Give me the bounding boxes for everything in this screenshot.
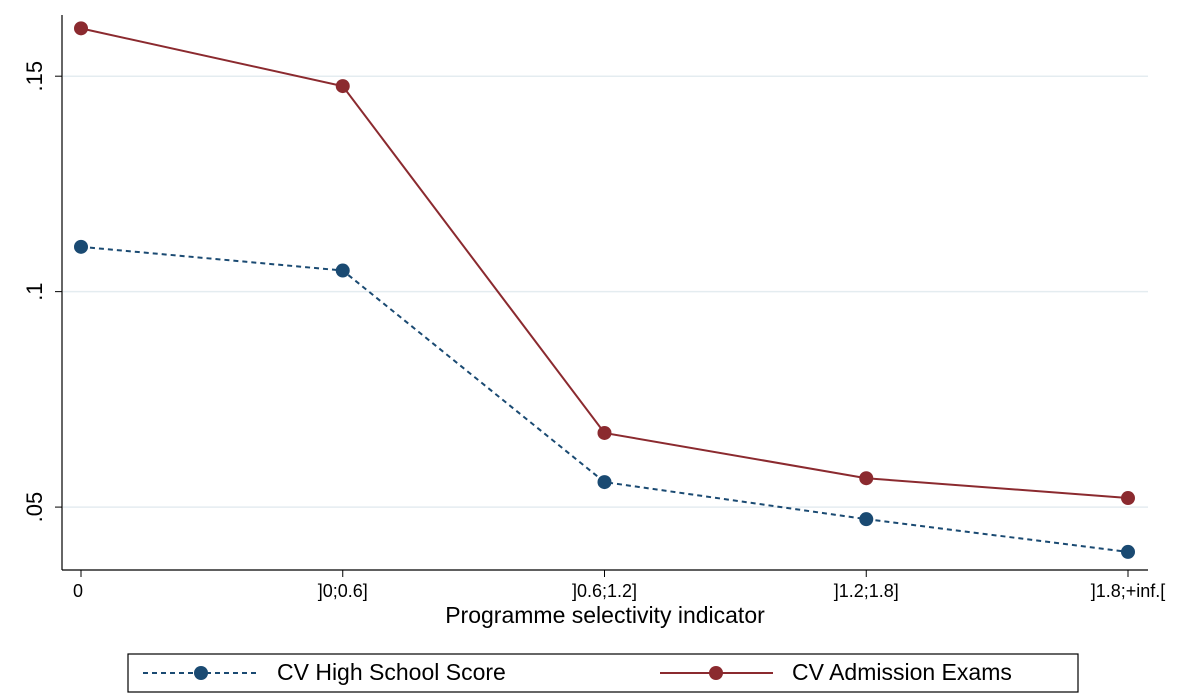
point: [1121, 491, 1135, 506]
legend-label: CV High School Score: [277, 659, 506, 685]
legend-marker: [709, 666, 723, 680]
point: [859, 512, 874, 527]
legend-label: CV Admission Exams: [792, 659, 1012, 685]
x-tick-label: ]1.2;1.8]: [834, 581, 899, 601]
series-line: [80, 245, 1129, 553]
x-axis-label: Programme selectivity indicator: [445, 602, 765, 628]
legend-marker: [194, 666, 208, 680]
y-tick-label: .05: [22, 492, 47, 523]
point: [335, 79, 350, 94]
point: [74, 239, 88, 254]
legend-box: [127, 653, 1079, 693]
point: [74, 21, 88, 36]
x-tick-label: ]0;0.6]: [318, 581, 368, 601]
point: [1121, 544, 1135, 559]
x-tick-label: ]0.6;1.2]: [572, 581, 637, 601]
x-tick-label: 0: [73, 581, 83, 601]
point: [859, 471, 874, 486]
y-tick-label: .1: [22, 282, 47, 300]
x-tick-label: ]1.8;+inf.[: [1091, 581, 1166, 601]
point: [597, 425, 612, 440]
point: [335, 263, 350, 278]
point: [597, 475, 612, 490]
y-tick-label: .15: [22, 61, 47, 92]
